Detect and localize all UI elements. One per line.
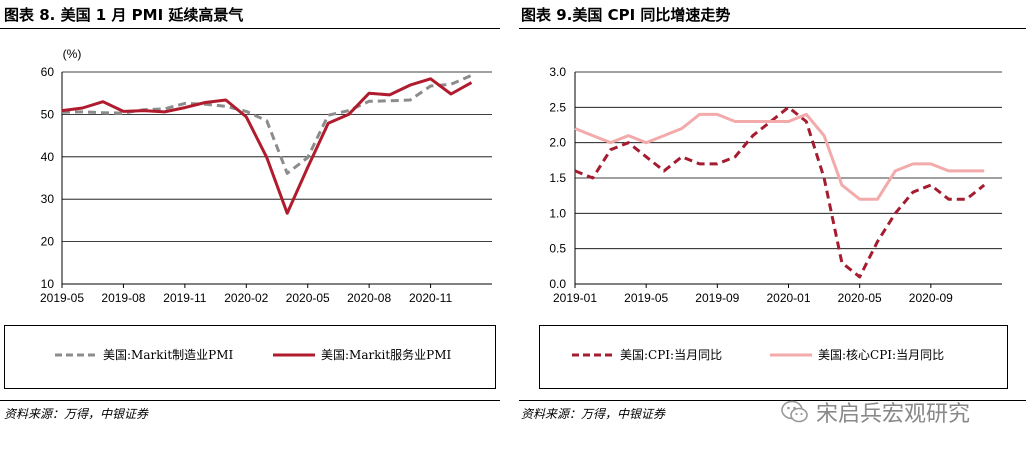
chart1-ytick-label: 2.5 [549,100,566,114]
chart0-xtick-label: 2019-08 [101,291,145,305]
chart1-xtick-label: 2019-09 [695,291,739,305]
chart0-xtick-label: 2020-08 [347,291,391,305]
chart0-ytick-label: 50 [41,107,55,121]
left-chart-title: 图表 8. 美国 1 月 PMI 延续高景气 [4,6,244,24]
legend-swatch-dashed-red [572,353,614,356]
chart0-unit-label: (%) [63,47,82,61]
chart1-ytick-label: 1.5 [549,171,566,185]
chart1-series-1-line [574,105,986,279]
chart1-ytick-label: 3.0 [549,65,566,79]
chart1-xtick-label: 2020-09 [909,291,953,305]
right-source-note: 资料来源：万得，中银证券 [521,407,666,421]
right-legend-item-1: 美国:CPI:当月同比 [570,346,722,363]
chart1-xtick-label: 2020-01 [766,291,810,305]
chart0-xtick-label: 2019-05 [40,291,84,305]
chart0-xtick-label: 2020-05 [286,291,330,305]
chart1-ytick-label: 0.0 [549,277,566,291]
chart0-xtick-label: 2019-11 [163,291,206,305]
right-title-rule [519,28,1026,29]
chart0-ytick-label: 10 [41,277,55,291]
left-legend-label-2: 美国:Markit服务业PMI [321,348,452,362]
right-legend-item-2: 美国:核心CPI:当月同比 [768,346,944,363]
chart0-ytick-label: 60 [41,65,55,79]
chart1-series-2-line [574,112,985,201]
right-legend-label-1: 美国:CPI:当月同比 [620,348,723,362]
chart0-xtick-label: 2020-11 [409,291,452,305]
watermark-text: 宋启兵宏观研究 [816,402,971,427]
chart1-ytick-label: 2.0 [549,136,566,150]
right-legend: 美国:CPI:当月同比 美国:核心CPI:当月同比 [539,325,1008,389]
left-source-note: 资料来源：万得，中银证券 [4,407,149,421]
chart0-ytick-label: 40 [41,150,55,164]
chart1-xtick-label: 2020-05 [838,291,882,305]
chart0-ytick-label: 30 [41,192,55,206]
left-legend-label-1: 美国:Markit制造业PMI [103,348,234,362]
right-source-rule [519,400,1026,401]
left-legend-item-1: 美国:Markit制造业PMI [53,346,233,363]
legend-swatch-solid-red [273,353,315,356]
right-legend-label-2: 美国:核心CPI:当月同比 [818,348,945,362]
chart1-xtick-label: 2019-01 [553,291,597,305]
left-source-rule [0,400,500,401]
legend-swatch-dashed-gray [55,353,97,356]
wechat-icon [781,400,808,423]
chart0-xtick-label: 2020-02 [224,291,268,305]
left-title-rule [0,28,500,29]
chart0-ytick-label: 20 [41,235,55,249]
chart0-series-2-line [61,77,473,215]
chart1-xtick-label: 2019-05 [624,291,668,305]
left-legend: 美国:Markit制造业PMI 美国:Markit服务业PMI [4,325,496,389]
chart1-ytick-label: 0.5 [549,242,566,256]
watermark: 宋启兵宏观研究 [780,396,970,428]
left-legend-item-2: 美国:Markit服务业PMI [271,346,451,363]
legend-swatch-solid-pink [770,353,812,356]
chart1-ytick-label: 1.0 [549,206,566,220]
right-chart-title: 图表 9.美国 CPI 同比增速走势 [521,6,731,24]
